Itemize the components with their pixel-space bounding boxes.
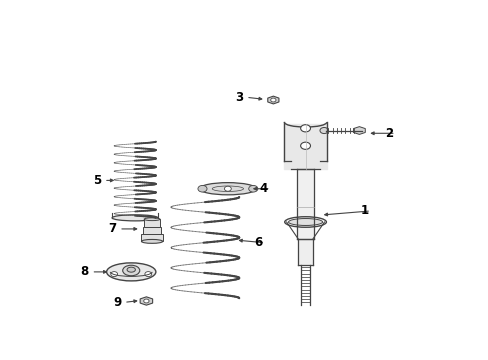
Circle shape xyxy=(143,299,149,303)
Polygon shape xyxy=(144,219,160,226)
Polygon shape xyxy=(267,96,278,104)
Polygon shape xyxy=(140,297,152,305)
Text: 4: 4 xyxy=(259,182,267,195)
Circle shape xyxy=(198,185,206,192)
Circle shape xyxy=(300,142,310,149)
Ellipse shape xyxy=(106,263,156,281)
Circle shape xyxy=(270,98,275,102)
Text: 5: 5 xyxy=(93,174,101,187)
Ellipse shape xyxy=(141,239,163,243)
Circle shape xyxy=(300,125,310,132)
Polygon shape xyxy=(142,226,161,234)
Ellipse shape xyxy=(319,127,327,134)
Ellipse shape xyxy=(144,218,160,221)
Text: 8: 8 xyxy=(81,265,88,278)
Ellipse shape xyxy=(288,219,322,225)
Circle shape xyxy=(111,271,117,276)
Circle shape xyxy=(224,186,231,191)
Ellipse shape xyxy=(122,265,140,276)
Polygon shape xyxy=(353,127,365,134)
Ellipse shape xyxy=(127,267,135,272)
Circle shape xyxy=(248,185,257,192)
Text: 3: 3 xyxy=(235,91,243,104)
Text: 6: 6 xyxy=(254,236,262,249)
Ellipse shape xyxy=(199,183,256,195)
Text: 1: 1 xyxy=(360,204,367,217)
Text: 7: 7 xyxy=(108,222,116,235)
Text: 9: 9 xyxy=(113,296,121,309)
Ellipse shape xyxy=(112,215,158,221)
Polygon shape xyxy=(141,234,163,242)
Text: 2: 2 xyxy=(384,127,392,140)
Circle shape xyxy=(144,271,151,276)
